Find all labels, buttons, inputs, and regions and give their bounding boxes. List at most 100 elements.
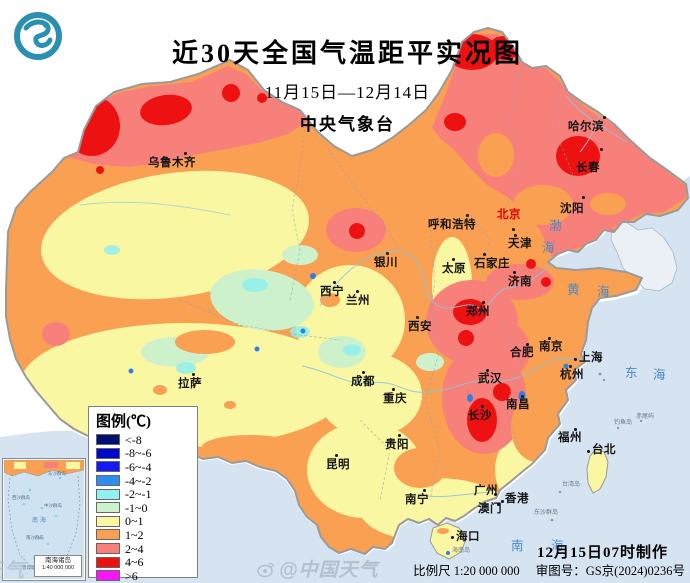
city-dot (335, 454, 338, 457)
legend-panel: 图例(℃) <-8 -8~-6 -6~-4 -4~-2 -2~-1 -1~0 0~1 1~2 2… (88, 406, 198, 582)
legend-label: -1~0 (125, 500, 148, 515)
inset-title: 南海诸岛 (45, 557, 71, 564)
watermark-text: @中国天气 (279, 560, 379, 581)
korea-shape (610, 221, 678, 292)
city-label: 台北 (592, 444, 616, 456)
legend-row: <-8 (96, 433, 193, 447)
city-dot (548, 337, 551, 340)
legend-swatch (96, 529, 120, 541)
made-at-timestamp: 12月15日07时制作 (536, 545, 668, 561)
approval-number: 审图号：GS京(2024)0236号 (535, 564, 685, 578)
city-label: 昆明 (326, 459, 350, 471)
city-label: 哈尔滨 (568, 121, 604, 133)
city-label: 兰州 (346, 295, 370, 307)
city-dot (513, 271, 516, 274)
city-label: 北京 (497, 209, 521, 221)
city-dot (184, 152, 187, 155)
legend-swatch (96, 502, 120, 514)
city-dot (416, 316, 419, 319)
city-dot (466, 214, 469, 217)
city-dot (514, 234, 517, 237)
cma-logo-icon (14, 12, 62, 60)
sea-label: 海 (542, 241, 555, 255)
city-dot (587, 450, 590, 453)
legend-row: 2~4 (96, 542, 193, 556)
city-label: 长沙 (468, 410, 492, 422)
sea-label: 东 (625, 366, 638, 380)
city-label: 石家庄 (474, 258, 510, 270)
city-label: 贵阳 (385, 439, 409, 451)
legend-swatch (96, 556, 120, 568)
city-label: 郑州 (466, 306, 490, 318)
map-scale-line: 比例尺 1:20 000 000 审图号：GS京(2024)0236号 (413, 560, 685, 579)
city-dot (483, 253, 486, 256)
city-label: 银川 (374, 257, 398, 269)
city-label: 上海 (579, 352, 603, 364)
inset-scale-box: 南海诸岛 1:40 000 000 (34, 555, 82, 577)
city-dot (486, 369, 489, 372)
city-label: 乌鲁木齐 (148, 157, 196, 169)
city-label: 南昌 (506, 399, 530, 411)
cma-logo (12, 10, 64, 62)
city-dot (398, 434, 401, 437)
inset-label: 曾母暗沙 (22, 565, 40, 570)
legend-swatch (96, 461, 120, 473)
city-label: 福州 (558, 432, 582, 444)
city-dot (423, 489, 426, 492)
city-dot (600, 148, 603, 151)
inset-map: 东沙群岛 西沙群岛 中沙群岛 南沙群岛 曾母暗沙 南海 南海诸岛 1:40 000 000 (4, 460, 84, 579)
city-dot (521, 395, 524, 398)
legend-row: -6~-4 (96, 460, 193, 474)
city-label: 西宁 (320, 286, 344, 298)
island-label: 东沙群岛 (534, 510, 559, 516)
legend-label: -6~-4 (125, 459, 152, 474)
legend-swatch (96, 570, 120, 582)
city-label: 沈阳 (560, 203, 584, 215)
south-china-sea-inset: 东沙群岛 西沙群岛 中沙群岛 南沙群岛 曾母暗沙 南海 南海诸岛 1:40 000 000 (2, 458, 86, 581)
city-label: 济南 (508, 276, 532, 288)
sea-label: 海 (551, 539, 564, 553)
legend-row: -8~-6 (96, 447, 193, 461)
city-label: 海口 (456, 531, 480, 543)
legend-swatch (96, 475, 120, 487)
weibo-icon (257, 562, 275, 577)
legend-label: 4~6 (125, 555, 144, 570)
city-dot (356, 290, 359, 293)
city-dot (526, 343, 529, 346)
legend-row: 0~1 (96, 515, 193, 529)
city-label: 拉萨 (178, 378, 202, 390)
city-label: 长春 (576, 162, 600, 174)
inset-scale: 1:40 000 000 (41, 565, 75, 572)
city-label: 呼和浩特 (428, 219, 476, 231)
city-dot (452, 258, 455, 261)
legend-label: 0~1 (125, 514, 144, 529)
page-title: 近30天全国气温距平实况图 (171, 39, 523, 68)
legend-row: -4~-2 (96, 474, 193, 488)
legend-swatch (96, 543, 120, 555)
legend-label: 2~4 (125, 541, 144, 556)
legend-label: 1~2 (125, 527, 144, 542)
taiwan-shape (586, 448, 609, 494)
city-dot (482, 301, 485, 304)
legend-row: 4~6 (96, 555, 193, 569)
city-label: 成都 (351, 376, 375, 388)
china-border (5, 27, 689, 555)
city-label: 西安 (408, 321, 432, 333)
city-dot (582, 196, 585, 199)
inset-label: 中沙群岛 (44, 503, 62, 508)
legend-row: -2~-1 (96, 487, 193, 501)
city-label: 广州 (474, 485, 498, 497)
city-dot (333, 281, 336, 284)
sea-label: 黄 (567, 283, 580, 297)
legend-label: -2~-1 (125, 487, 152, 502)
title-block: 近30天全国气温距平实况图 11月15日—12月14日 中央气象台 (115, 39, 580, 135)
city-dot (386, 252, 389, 255)
city-label: 香港 (505, 493, 529, 505)
city-dot (569, 365, 572, 368)
legend-swatch (96, 488, 120, 500)
date-range: 11月15日—12月14日 (264, 82, 431, 102)
island-label: 钓鱼岛 (614, 420, 633, 426)
city-dot (501, 500, 504, 503)
